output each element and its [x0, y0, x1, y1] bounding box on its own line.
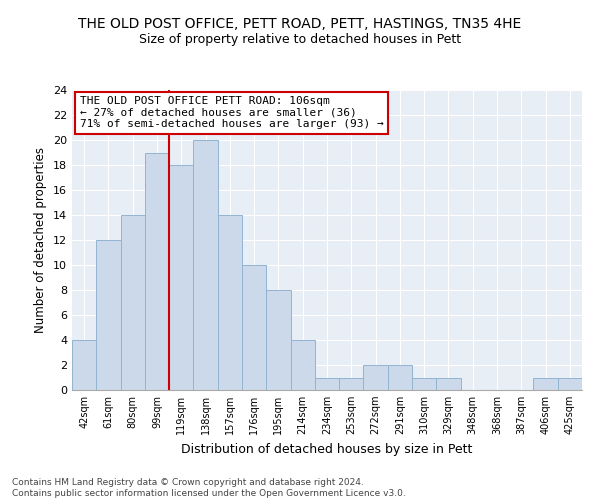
Text: THE OLD POST OFFICE PETT ROAD: 106sqm
← 27% of detached houses are smaller (36)
: THE OLD POST OFFICE PETT ROAD: 106sqm ← … — [80, 96, 383, 129]
Bar — [412, 378, 436, 390]
Bar — [242, 265, 266, 390]
Bar — [266, 290, 290, 390]
Bar — [290, 340, 315, 390]
Text: THE OLD POST OFFICE, PETT ROAD, PETT, HASTINGS, TN35 4HE: THE OLD POST OFFICE, PETT ROAD, PETT, HA… — [79, 18, 521, 32]
Bar — [145, 152, 169, 390]
Bar — [436, 378, 461, 390]
Bar — [96, 240, 121, 390]
Bar — [533, 378, 558, 390]
Bar — [72, 340, 96, 390]
Y-axis label: Number of detached properties: Number of detached properties — [34, 147, 47, 333]
Bar — [169, 165, 193, 390]
Text: Contains HM Land Registry data © Crown copyright and database right 2024.
Contai: Contains HM Land Registry data © Crown c… — [12, 478, 406, 498]
Bar — [193, 140, 218, 390]
Bar — [388, 365, 412, 390]
Bar — [364, 365, 388, 390]
Bar — [315, 378, 339, 390]
Bar — [339, 378, 364, 390]
X-axis label: Distribution of detached houses by size in Pett: Distribution of detached houses by size … — [181, 442, 473, 456]
Bar — [558, 378, 582, 390]
Text: Size of property relative to detached houses in Pett: Size of property relative to detached ho… — [139, 32, 461, 46]
Bar — [121, 215, 145, 390]
Bar — [218, 215, 242, 390]
